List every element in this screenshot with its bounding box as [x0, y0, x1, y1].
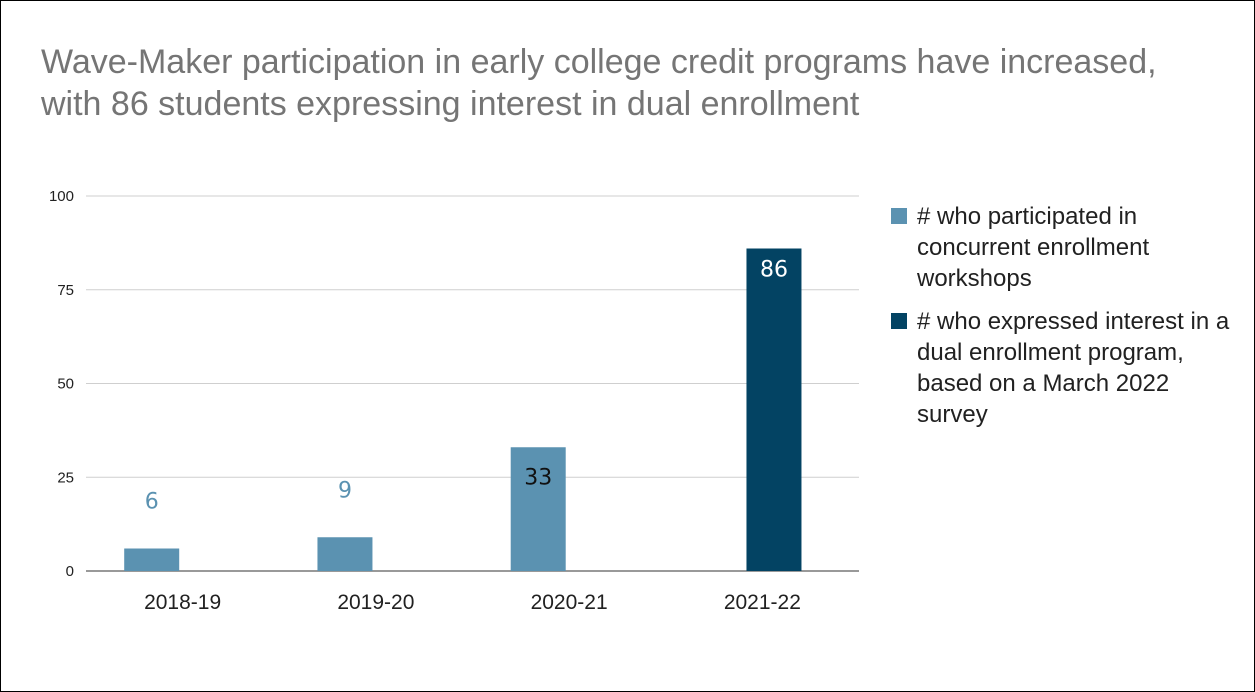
data-label: 9	[338, 478, 352, 503]
y-tick-label: 75	[57, 282, 74, 299]
legend-item-expressed-interest: # who expressed interest in a dual enrol…	[891, 306, 1231, 430]
bar	[124, 548, 180, 571]
bar	[317, 537, 373, 571]
data-label: 86	[760, 258, 788, 283]
y-tick-label: 50	[57, 376, 74, 393]
legend: # who participated in concurrent enrollm…	[891, 201, 1231, 442]
bar	[746, 248, 802, 571]
x-tick-label: 2021-22	[724, 591, 801, 614]
legend-label-expressed-interest: # who expressed interest in a dual enrol…	[917, 308, 1230, 428]
chart-title: Wave-Maker participation in early colleg…	[41, 43, 1157, 123]
x-tick-label: 2018-19	[144, 591, 221, 614]
legend-swatch-participated	[891, 208, 907, 224]
legend-label-participated: # who participated in concurrent enrollm…	[917, 203, 1150, 292]
data-label: 6	[145, 490, 159, 515]
legend-item-participated: # who participated in concurrent enrollm…	[891, 201, 1231, 294]
legend-swatch-expressed-interest	[891, 313, 907, 329]
x-tick-label: 2019-20	[337, 591, 414, 614]
bar	[510, 447, 566, 571]
y-tick-label: 100	[49, 188, 74, 205]
data-label: 33	[524, 465, 552, 490]
y-tick-label: 25	[57, 469, 74, 486]
x-tick-label: 2020-21	[531, 591, 608, 614]
y-tick-label: 0	[66, 563, 74, 580]
